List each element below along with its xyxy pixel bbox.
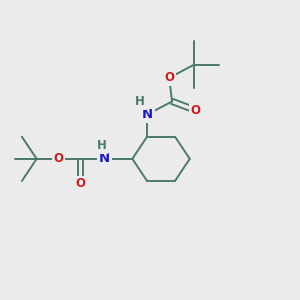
Text: N: N <box>142 108 153 121</box>
Text: O: O <box>190 104 201 117</box>
Text: H: H <box>135 95 145 108</box>
Text: O: O <box>76 177 86 190</box>
Text: N: N <box>99 152 110 165</box>
Text: O: O <box>164 71 174 84</box>
Text: O: O <box>54 152 64 165</box>
Text: H: H <box>97 139 106 152</box>
